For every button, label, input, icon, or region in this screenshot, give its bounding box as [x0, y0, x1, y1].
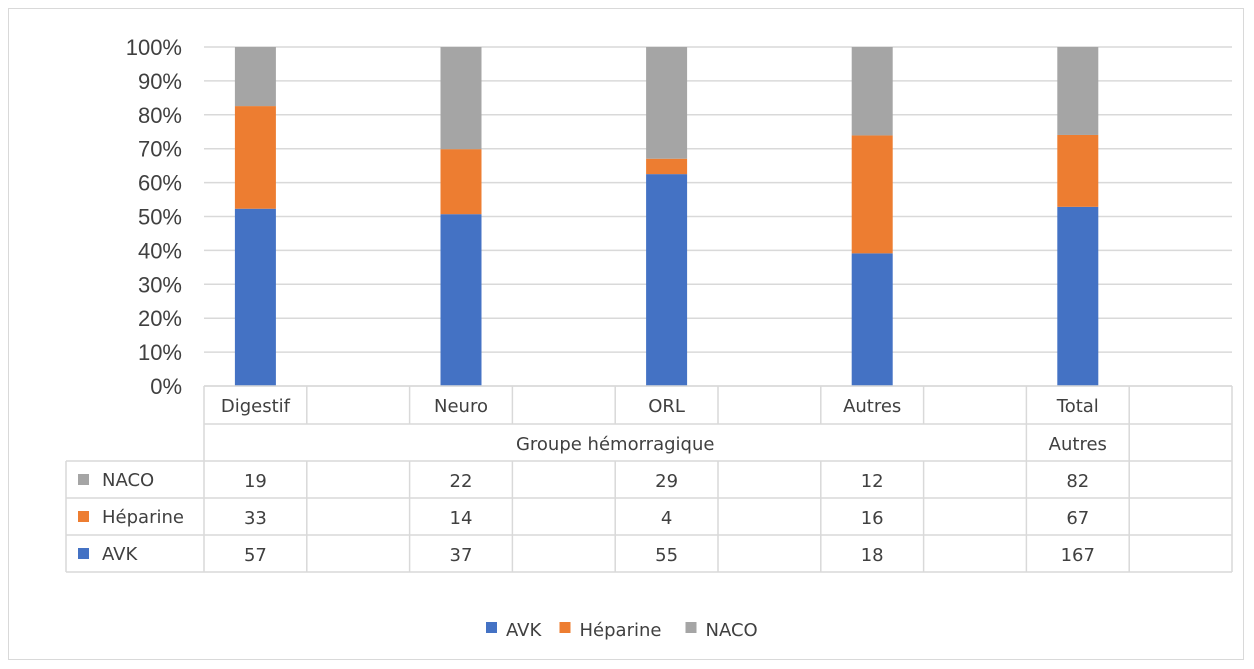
legend-key: [685, 622, 697, 633]
category-label: Digestif: [221, 396, 291, 417]
y-tick-label: 60%: [138, 171, 182, 196]
table-series-name: Héparine: [102, 507, 184, 528]
table-legend-key: [78, 511, 89, 522]
table-value: 18: [861, 545, 884, 566]
legend-label: NACO: [706, 620, 758, 641]
legend-label: Héparine: [580, 620, 662, 641]
bar-avk-3: [851, 253, 893, 386]
y-axis: 0% 10% 20% 30% 40% 50% 60% 70% 80% 90% 100%: [126, 35, 182, 399]
bar-avk-4: [1057, 206, 1099, 386]
y-tick-label: 30%: [138, 272, 182, 297]
table-value: 22: [450, 471, 473, 492]
table-series-name: NACO: [102, 470, 154, 491]
y-tick-label: 10%: [138, 340, 182, 365]
table-value: 16: [861, 508, 884, 529]
category-label: ORL: [648, 396, 685, 417]
legend: AVK Héparine NACO: [486, 620, 758, 641]
bar-naco-3: [851, 47, 893, 136]
y-tick-label: 20%: [138, 306, 182, 331]
bar-hparine-4: [1057, 134, 1099, 207]
y-tick-label: 70%: [138, 137, 182, 162]
bar-avk-2: [646, 174, 688, 386]
table-value: 57: [244, 545, 267, 566]
table-value: 12: [861, 471, 884, 492]
data-table: Digestif Neuro ORL Autres Total Autres Groupe …: [65, 385, 1233, 573]
bar-avk-1: [440, 214, 482, 386]
table-legend-key: [78, 474, 89, 485]
bar-hparine-3: [851, 135, 893, 254]
table-value: 29: [655, 471, 678, 492]
category-label: Autres: [843, 396, 901, 417]
table-value: 19: [244, 471, 267, 492]
table-legend-key: [78, 548, 89, 559]
bar-avk-0: [234, 208, 276, 386]
y-tick-label: 40%: [138, 238, 182, 263]
bars: [234, 47, 1099, 386]
category-label: Total: [1056, 396, 1099, 417]
bar-naco-2: [646, 47, 688, 159]
legend-key: [559, 622, 571, 633]
table-value: 55: [655, 545, 678, 566]
y-tick-label: 50%: [138, 205, 182, 230]
table-series-name: AVK: [102, 544, 138, 565]
bar-naco-4: [1057, 47, 1099, 135]
table-value: 67: [1066, 508, 1089, 529]
table-value: 14: [450, 508, 473, 529]
chart-frame: [8, 8, 1244, 660]
category-label: Neuro: [434, 396, 488, 417]
bar-hparine-1: [440, 149, 482, 215]
bar-hparine-2: [646, 158, 688, 175]
y-tick-label: 90%: [138, 69, 182, 94]
legend-label: AVK: [506, 620, 542, 641]
category-label: Autres: [1049, 434, 1107, 455]
table-value: 4: [661, 508, 672, 529]
bar-hparine-0: [234, 106, 276, 209]
y-tick-label: 80%: [138, 103, 182, 128]
y-tick-label: 100%: [126, 35, 182, 60]
table-value: 167: [1061, 545, 1095, 566]
bar-naco-0: [234, 47, 276, 107]
group-label: Groupe hémorragique: [516, 434, 714, 455]
y-tick-label: 0%: [150, 374, 182, 399]
table-value: 82: [1066, 471, 1089, 492]
legend-key: [486, 622, 497, 633]
table-value: 37: [450, 545, 473, 566]
bar-naco-1: [440, 47, 482, 150]
table-value: 33: [244, 508, 267, 529]
